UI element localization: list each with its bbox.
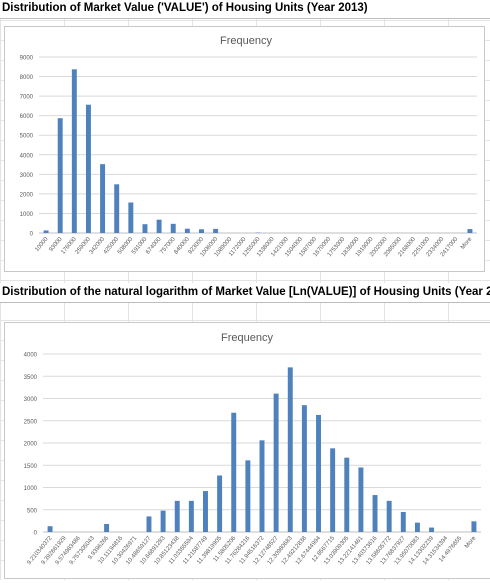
y-tick-label: 5000 xyxy=(20,134,34,140)
bar xyxy=(104,524,109,532)
y-tick-label: 7000 xyxy=(20,95,34,101)
bar xyxy=(471,521,476,532)
chart-title: Frequency xyxy=(221,332,273,344)
y-tick-label: 1000 xyxy=(20,212,34,218)
bar xyxy=(58,118,63,233)
chart-title: Frequency xyxy=(220,35,272,47)
bar xyxy=(467,229,472,233)
y-tick-label: 2000 xyxy=(24,442,38,448)
y-tick-label: 3500 xyxy=(24,375,38,381)
bar xyxy=(344,458,349,532)
bar xyxy=(114,184,119,233)
x-tick-label: 10000 xyxy=(34,236,50,253)
x-tick-label: More xyxy=(460,236,474,251)
section-title-ln-value: Distribution of the natural logarithm of… xyxy=(2,286,490,298)
bar xyxy=(100,164,105,233)
bar xyxy=(415,523,420,532)
bar xyxy=(373,495,378,532)
chart-value-histogram[interactable]: Frequency 0 1000 2000 3000 4000 5000 6000 7000 80… xyxy=(4,26,485,272)
bar xyxy=(316,415,321,532)
bar xyxy=(44,230,49,233)
bar xyxy=(86,105,91,233)
bar xyxy=(171,224,176,233)
bar xyxy=(161,511,166,532)
y-tick-label: 3000 xyxy=(20,173,34,179)
bar xyxy=(429,528,434,532)
bar xyxy=(217,475,222,532)
y-tick-label: 1000 xyxy=(24,486,38,492)
bar xyxy=(72,69,77,233)
bar xyxy=(330,448,335,532)
bar xyxy=(387,501,392,532)
bar xyxy=(213,229,218,233)
y-tick-label: 0 xyxy=(34,531,38,537)
y-tick-label: 9000 xyxy=(20,56,34,62)
bar xyxy=(274,394,279,532)
y-tick-label: 0 xyxy=(30,232,34,238)
bar xyxy=(231,413,236,532)
y-tick-label: 4000 xyxy=(20,153,34,159)
y-tick-label: 2000 xyxy=(20,192,34,198)
y-tick-label: 500 xyxy=(27,508,38,514)
chart-ln-value-histogram[interactable]: Frequency 0 500 1000 1500 2000 2500 3000 3500 400… xyxy=(4,322,490,579)
bar xyxy=(146,516,151,532)
bar xyxy=(189,501,194,532)
bar xyxy=(185,229,190,233)
x-tick-label: More xyxy=(464,535,478,550)
bar xyxy=(401,512,406,532)
chart-value-svg: Frequency 0 1000 2000 3000 4000 5000 6000 7000 80… xyxy=(5,27,484,271)
bar xyxy=(142,224,147,233)
bar xyxy=(203,491,208,532)
bar xyxy=(302,405,307,532)
bar xyxy=(128,202,133,233)
bar xyxy=(288,367,293,532)
bar xyxy=(260,440,265,532)
bar xyxy=(358,467,363,532)
bar xyxy=(48,526,53,532)
section-title-value: Distribution of Market Value ('VALUE') o… xyxy=(2,2,368,14)
y-tick-label: 2500 xyxy=(24,419,38,425)
y-tick-label: 1500 xyxy=(24,464,38,470)
y-tick-label: 6000 xyxy=(20,114,34,120)
bar xyxy=(175,501,180,532)
y-tick-label: 8000 xyxy=(20,75,34,81)
bar xyxy=(157,220,162,233)
chart-ln-value-svg: Frequency 0 500 1000 1500 2000 2500 3000 3500 400… xyxy=(5,323,490,578)
y-tick-label: 4000 xyxy=(24,353,38,359)
y-tick-label: 3000 xyxy=(24,397,38,403)
bar xyxy=(245,460,250,532)
bar xyxy=(199,229,204,233)
